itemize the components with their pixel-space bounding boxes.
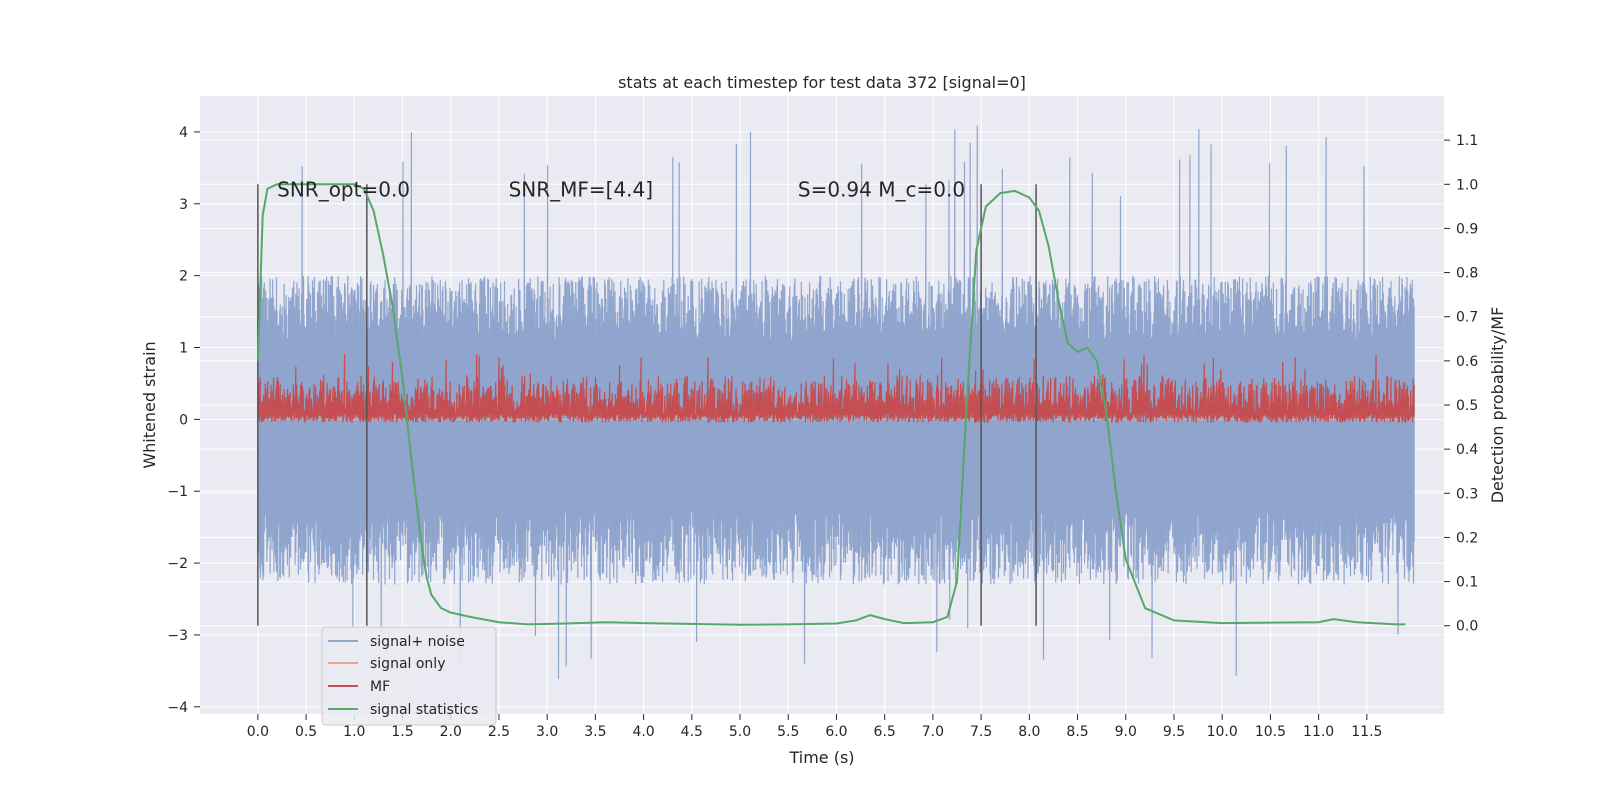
x-tick-label: 0.5 xyxy=(295,724,317,740)
series-signal-statistics xyxy=(256,183,1406,626)
x-tick-label: 9.5 xyxy=(1163,724,1185,740)
y-axis-left: −4 −3 −2 −1 0 1 2 3 4 xyxy=(167,125,200,716)
y-right-tick-label: 0.6 xyxy=(1456,354,1478,370)
x-tick-label: 4.0 xyxy=(632,724,654,740)
vertical-markers xyxy=(257,184,1037,626)
signal-noise-line xyxy=(257,125,1415,680)
x-tick-label: 11.0 xyxy=(1303,724,1334,740)
x-tick-label: 4.5 xyxy=(681,724,703,740)
annotation-text: S=0.94 M_c=0.0 xyxy=(798,177,965,201)
y-right-tick-label: 0.4 xyxy=(1456,442,1478,458)
y-tick-label: 4 xyxy=(179,125,188,141)
legend-label-signal-noise: signal+ noise xyxy=(370,634,465,650)
y-right-tick-label: 0.7 xyxy=(1456,310,1478,326)
y-right-tick-label: 0.1 xyxy=(1456,575,1478,591)
y-right-tick-label: 1.0 xyxy=(1456,177,1478,193)
x-tick-label: 5.5 xyxy=(777,724,799,740)
x-tick-label: 10.0 xyxy=(1207,724,1238,740)
series-signal-noise xyxy=(257,125,1415,680)
chart-title: stats at each timestep for test data 372… xyxy=(618,73,1026,92)
y-tick-label: −4 xyxy=(167,700,188,716)
y-tick-label: −3 xyxy=(167,628,188,644)
mf-line xyxy=(257,354,1415,423)
x-tick-label: 11.5 xyxy=(1351,724,1382,740)
x-tick-label: 10.5 xyxy=(1255,724,1286,740)
x-tick-label: 7.0 xyxy=(922,724,944,740)
y-axis-label-left: Whitened strain xyxy=(140,341,159,468)
y-axis-label-right: Detection probability/MF xyxy=(1488,307,1507,504)
annotations: SNR_opt=0.0 SNR_MF=[4.4] S=0.94 M_c=0.0 xyxy=(277,177,965,201)
x-tick-label: 8.0 xyxy=(1018,724,1040,740)
x-tick-label: 0.0 xyxy=(247,724,269,740)
y-tick-label: 3 xyxy=(179,197,188,213)
x-tick-label: 7.5 xyxy=(970,724,992,740)
x-tick-label: 1.0 xyxy=(343,724,365,740)
legend-label-mf: MF xyxy=(370,679,390,695)
y-right-tick-label: 0.3 xyxy=(1456,486,1478,502)
signal-statistics-line xyxy=(256,183,1406,626)
x-tick-label: 9.0 xyxy=(1115,724,1137,740)
y-right-tick-label: 0.9 xyxy=(1456,221,1478,237)
y-right-tick-label: 0.8 xyxy=(1456,266,1478,282)
y-right-tick-label: 1.1 xyxy=(1456,133,1478,149)
x-tick-label: 1.5 xyxy=(391,724,413,740)
y-right-tick-label: 0.5 xyxy=(1456,398,1478,414)
x-tick-label: 3.0 xyxy=(536,724,558,740)
x-axis-label: Time (s) xyxy=(788,748,854,767)
y-tick-label: −2 xyxy=(167,556,188,572)
y-tick-label: −1 xyxy=(167,484,188,500)
x-tick-label: 3.5 xyxy=(584,724,606,740)
annotation-text: SNR_opt=0.0 xyxy=(277,177,410,201)
x-tick-label: 2.5 xyxy=(488,724,510,740)
series-mf xyxy=(257,354,1415,423)
legend: signal+ noise signal only MF signal stat… xyxy=(321,626,497,726)
y-axis-right: 0.0 0.1 0.2 0.3 0.4 0.5 0.6 0.7 0.8 0.9 1.0 1.1 xyxy=(1444,133,1478,635)
x-tick-label: 6.0 xyxy=(825,724,847,740)
y-right-tick-label: 0.2 xyxy=(1456,530,1478,546)
annotation-text: SNR_MF=[4.4] xyxy=(509,177,653,201)
legend-label-signal-statistics: signal statistics xyxy=(370,702,478,718)
y-right-tick-label: 0.0 xyxy=(1456,619,1478,635)
legend-label-signal-only: signal only xyxy=(370,656,445,672)
x-tick-label: 8.5 xyxy=(1066,724,1088,740)
x-tick-label: 6.5 xyxy=(874,724,896,740)
legend-box xyxy=(321,626,497,726)
y-tick-label: 2 xyxy=(179,269,188,285)
x-tick-label: 5.0 xyxy=(729,724,751,740)
x-tick-label: 2.0 xyxy=(440,724,462,740)
x-axis: 0.0 0.5 1.0 1.5 2.0 2.5 3.0 3.5 4.0 4.5 5.0 5.5 6.0 6… xyxy=(247,714,1382,740)
y-tick-label: 0 xyxy=(179,412,188,428)
y-tick-label: 1 xyxy=(179,341,188,357)
